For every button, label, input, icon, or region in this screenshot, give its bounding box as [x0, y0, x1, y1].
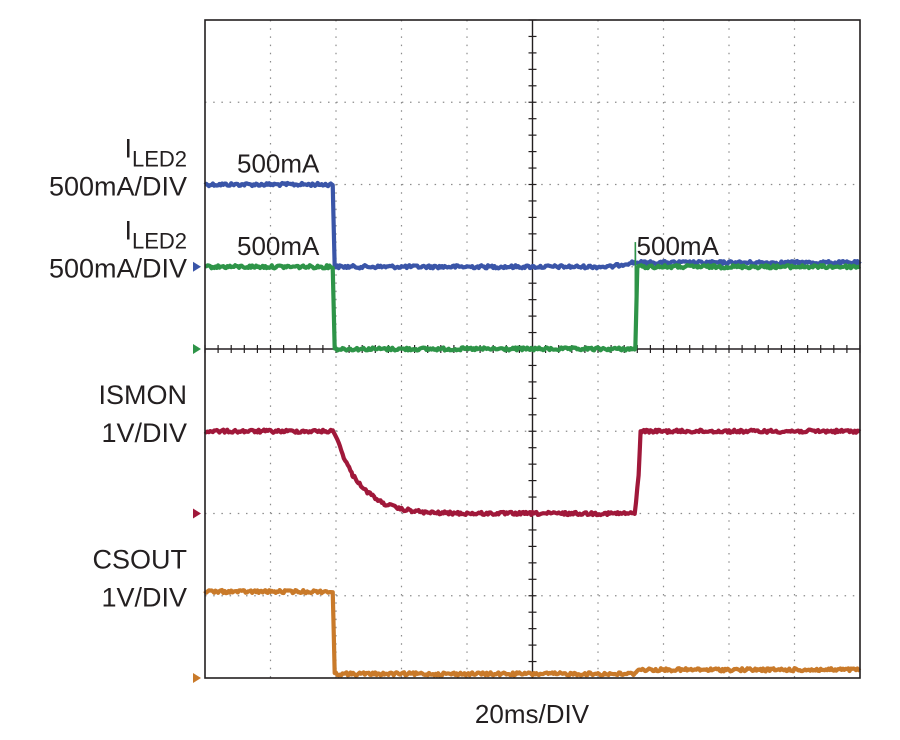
level-annotation: 500mA: [237, 231, 320, 261]
x-axis-label: 20ms/DIV: [475, 699, 590, 729]
trace-series-1: [204, 263, 862, 353]
channel-name: ILED2: [124, 133, 187, 171]
plot-frame: [204, 19, 861, 679]
channel-scale: 1V/DIV: [101, 583, 187, 613]
channel-name: CSOUT: [93, 545, 188, 575]
ground-marker: [193, 673, 201, 683]
trace-series-0: [203, 180, 862, 271]
trace-series-3: [203, 587, 862, 678]
channel-scale: 1V/DIV: [101, 418, 187, 448]
channel-name: ISMON: [98, 380, 187, 410]
channel-name: ILED2: [124, 216, 187, 254]
level-annotation: 500mA: [637, 231, 720, 261]
level-annotation: 500mA: [237, 149, 320, 179]
channel-scale: 500mA/DIV: [49, 171, 187, 201]
traces: [203, 180, 862, 678]
ground-marker: [193, 508, 201, 519]
ground-marker: [193, 261, 201, 272]
channel-scale: 500mA/DIV: [49, 254, 187, 284]
trace-series-2: [203, 427, 862, 518]
ground-marker: [193, 344, 201, 354]
